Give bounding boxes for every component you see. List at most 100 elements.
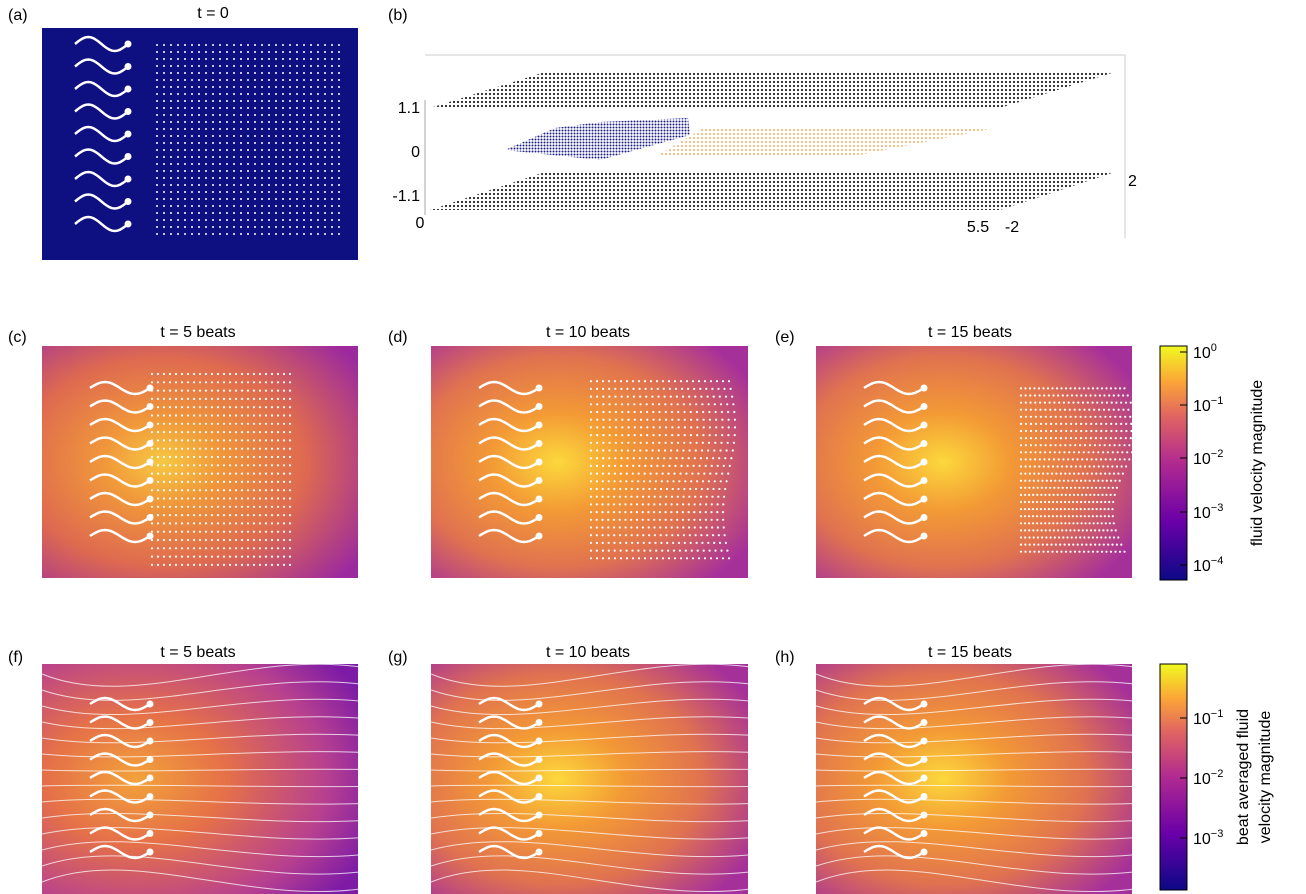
tracer [258, 547, 262, 550]
tracer [168, 464, 172, 467]
tracer [596, 395, 599, 398]
tracer [711, 495, 714, 498]
tracer [1113, 444, 1116, 447]
filament [89, 770, 151, 786]
tracer [204, 514, 208, 517]
tracer [1029, 415, 1032, 418]
tracer [626, 457, 629, 460]
tracer [1042, 465, 1045, 468]
tracer [317, 65, 319, 67]
tracer [180, 431, 184, 434]
tracer [150, 447, 154, 450]
tracer [186, 530, 190, 533]
tracer [1079, 508, 1082, 511]
tracer [261, 65, 263, 67]
tracer [180, 422, 184, 425]
tracer [699, 510, 702, 514]
tracer [1115, 543, 1118, 546]
tracer [156, 93, 158, 95]
tracer [718, 487, 721, 491]
colorbar-tick-label: 10−2 [1193, 448, 1223, 468]
tracer [1049, 437, 1052, 440]
tracer [1019, 458, 1023, 461]
tracer [191, 170, 193, 172]
tracer [268, 121, 270, 123]
tracer [665, 495, 668, 498]
tracer [722, 526, 725, 529]
filament [863, 807, 925, 823]
tracer [268, 198, 270, 200]
streamline [41, 663, 359, 687]
tracer [317, 156, 319, 158]
tracer [1037, 479, 1040, 482]
tracer [1081, 458, 1084, 461]
tracer [691, 472, 694, 475]
tracer [1019, 394, 1023, 397]
tracer [268, 86, 270, 88]
tracer [1044, 522, 1047, 525]
tracer [1024, 415, 1028, 418]
filament [478, 399, 540, 414]
tracer [254, 86, 256, 88]
filament-head [920, 848, 928, 856]
tracer [163, 226, 165, 228]
tracer [150, 389, 154, 392]
tracer [1029, 422, 1033, 425]
tracer [156, 51, 158, 53]
tracer [212, 114, 214, 116]
tracer [607, 380, 611, 383]
tracer [270, 439, 274, 442]
tracer [247, 170, 249, 172]
tracer [150, 522, 154, 525]
tracer [303, 114, 305, 116]
tracer [258, 514, 262, 517]
tracer [708, 410, 711, 414]
tracer [222, 530, 226, 533]
tracer [1028, 522, 1031, 525]
tracer [619, 549, 622, 552]
panel-image [816, 346, 1138, 578]
tracer [1023, 522, 1027, 525]
tracer [275, 233, 277, 235]
tracer [198, 86, 200, 88]
tick-exponent: −2 [1211, 448, 1224, 460]
tracer [170, 198, 172, 200]
tracer [1084, 394, 1088, 397]
tracer [212, 107, 214, 109]
tracer [222, 555, 226, 558]
tracer [1096, 522, 1099, 525]
tracer [1115, 422, 1118, 425]
tracer [697, 472, 700, 475]
tracer [1095, 515, 1098, 518]
tracer [647, 503, 650, 506]
tracer [234, 406, 238, 409]
panel-title: t = 15 beats [928, 644, 1012, 661]
tracer [331, 226, 333, 228]
tracer [1061, 465, 1064, 468]
tracer [170, 142, 172, 144]
tracer [693, 526, 696, 529]
tracer [216, 406, 220, 409]
tracer [614, 410, 618, 414]
tracer [252, 497, 256, 500]
tracer [212, 149, 214, 151]
tracer [191, 205, 193, 207]
tracer [725, 480, 728, 483]
tracer [168, 447, 172, 450]
tracer [589, 510, 593, 514]
tracer [614, 441, 618, 444]
tracer [684, 480, 687, 483]
tracer [677, 534, 680, 537]
tracer [276, 538, 280, 542]
tracer [192, 439, 196, 442]
tracer [1059, 415, 1062, 418]
tracer [688, 526, 691, 529]
tracer [170, 51, 172, 53]
tracer [252, 514, 256, 517]
tracer [289, 65, 291, 67]
tracer [216, 397, 220, 400]
tracer [1076, 543, 1079, 546]
tracer [212, 170, 214, 172]
tracer [205, 121, 207, 123]
tracer [222, 547, 226, 550]
